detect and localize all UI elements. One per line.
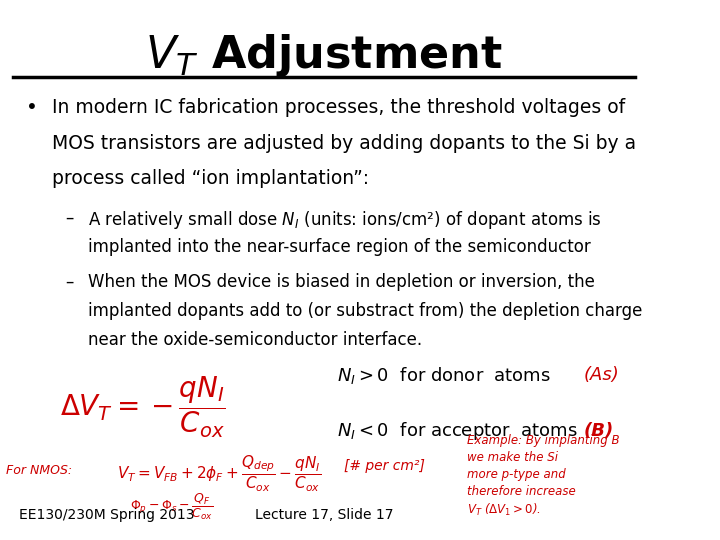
- Text: In modern IC fabrication processes, the threshold voltages of: In modern IC fabrication processes, the …: [52, 98, 625, 117]
- Text: A relatively small dose $N_I$ (units: ions/cm²) of dopant atoms is: A relatively small dose $N_I$ (units: io…: [88, 209, 601, 231]
- Text: $\Phi_p - \Phi_s - \dfrac{Q_F}{C_{ox}}$: $\Phi_p - \Phi_s - \dfrac{Q_F}{C_{ox}}$: [130, 492, 212, 522]
- Text: $N_I < 0$  for acceptor  atoms: $N_I < 0$ for acceptor atoms: [337, 420, 577, 442]
- Text: near the oxide-semiconductor interface.: near the oxide-semiconductor interface.: [88, 332, 422, 349]
- Text: [# per cm²]: [# per cm²]: [343, 458, 425, 472]
- Text: (As): (As): [583, 366, 619, 384]
- Text: Lecture 17, Slide 17: Lecture 17, Slide 17: [255, 509, 393, 522]
- Text: process called “ion implantation”:: process called “ion implantation”:: [52, 168, 369, 188]
- Text: –: –: [65, 273, 73, 291]
- Text: $V_T$ Adjustment: $V_T$ Adjustment: [145, 32, 503, 79]
- Text: –: –: [65, 209, 73, 227]
- Text: When the MOS device is biased in depletion or inversion, the: When the MOS device is biased in depleti…: [88, 273, 595, 291]
- Text: $N_I > 0$  for donor  atoms: $N_I > 0$ for donor atoms: [337, 364, 551, 386]
- Text: •: •: [26, 98, 38, 117]
- Text: EE130/230M Spring 2013: EE130/230M Spring 2013: [19, 509, 195, 522]
- Text: $V_T = V_{FB} + 2\phi_F + \dfrac{Q_{dep}}{C_{ox}} - \dfrac{qN_I}{C_{ox}}$: $V_T = V_{FB} + 2\phi_F + \dfrac{Q_{dep}…: [117, 454, 321, 494]
- Text: $\Delta V_T = -\dfrac{qN_I}{C_{ox}}$: $\Delta V_T = -\dfrac{qN_I}{C_{ox}}$: [60, 374, 225, 440]
- Text: (B): (B): [583, 422, 613, 440]
- Text: implanted dopants add to (or substract from) the depletion charge: implanted dopants add to (or substract f…: [88, 302, 642, 320]
- Text: For NMOS:: For NMOS:: [6, 464, 73, 477]
- Text: implanted into the near-surface region of the semiconductor: implanted into the near-surface region o…: [88, 238, 590, 256]
- Text: Example: By implanting B
we make the Si
more p-type and
therefore increase
$V_T$: Example: By implanting B we make the Si …: [467, 434, 619, 518]
- Text: MOS transistors are adjusted by adding dopants to the Si by a: MOS transistors are adjusted by adding d…: [52, 133, 636, 152]
